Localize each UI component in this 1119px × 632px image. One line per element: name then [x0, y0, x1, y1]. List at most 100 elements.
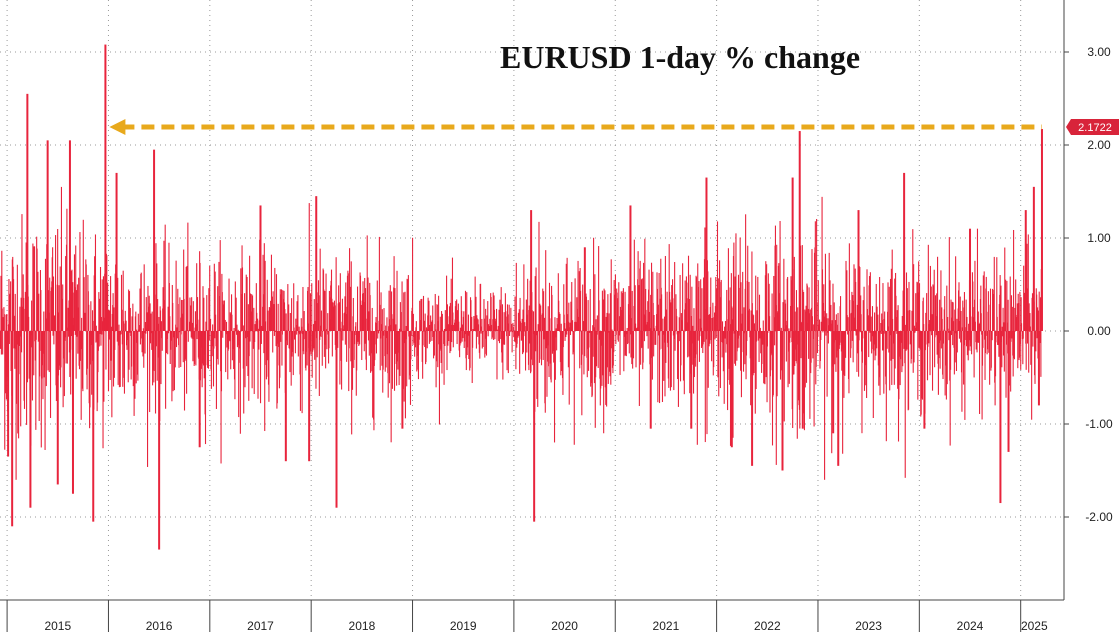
bar: [43, 311, 45, 331]
bar: [1036, 294, 1038, 331]
bar-spike: [46, 140, 49, 331]
bar: [246, 276, 248, 331]
bar: [661, 331, 664, 402]
bar: [469, 331, 471, 368]
bar: [614, 274, 616, 331]
bar: [775, 331, 777, 465]
bar: [155, 243, 157, 331]
bar: [531, 310, 533, 331]
bar: [875, 331, 877, 356]
bar: [518, 331, 520, 336]
bar: [610, 259, 612, 331]
bar: [208, 331, 210, 341]
bar: [137, 313, 139, 331]
bar: [107, 282, 109, 331]
bar: [172, 331, 174, 392]
bar: [664, 316, 666, 331]
bar: [598, 300, 600, 331]
bar: [187, 331, 189, 342]
bar: [456, 299, 458, 331]
bar: [765, 261, 767, 331]
bar: [323, 331, 325, 357]
bar: [632, 331, 634, 369]
bar: [194, 331, 196, 365]
bar: [912, 331, 914, 373]
bar: [91, 310, 94, 331]
bar: [720, 279, 722, 331]
bar: [456, 331, 458, 345]
bar: [123, 321, 125, 331]
bar: [826, 331, 829, 333]
bar: [934, 331, 936, 368]
bar: [451, 257, 454, 331]
bar: [10, 331, 12, 372]
bar: [8, 278, 10, 331]
bar: [438, 331, 440, 425]
bar: [274, 267, 276, 331]
bar: [723, 331, 725, 404]
bar: [1009, 331, 1011, 339]
bar: [677, 331, 679, 407]
bar: [55, 235, 57, 331]
bar: [196, 297, 199, 331]
bar-spike: [259, 205, 262, 331]
bar: [855, 281, 857, 331]
bar: [841, 331, 843, 371]
bar: [225, 331, 227, 373]
bar: [230, 331, 232, 370]
bar: [303, 331, 305, 355]
bar: [895, 295, 897, 331]
bar: [901, 316, 903, 331]
bar: [619, 316, 621, 331]
bar: [90, 301, 92, 331]
bar: [794, 331, 796, 366]
bar-spike: [92, 331, 95, 522]
bar: [179, 317, 181, 331]
bar: [376, 280, 378, 331]
bar: [910, 331, 913, 359]
bar: [380, 292, 382, 331]
bar: [496, 331, 498, 380]
bar: [86, 331, 89, 369]
bar: [112, 331, 115, 387]
bar: [491, 331, 493, 338]
bar: [669, 331, 671, 391]
bar: [735, 331, 737, 366]
bar: [149, 331, 151, 413]
bar: [405, 331, 407, 340]
bar: [797, 307, 799, 331]
bar: [480, 283, 482, 331]
bar: [28, 316, 30, 331]
bar: [5, 331, 7, 394]
bar: [977, 311, 979, 331]
bar: [721, 331, 723, 358]
bar: [1031, 293, 1034, 331]
bar: [176, 331, 178, 339]
bar: [196, 263, 198, 331]
bar: [808, 287, 810, 331]
bar: [984, 331, 986, 380]
bar: [707, 271, 709, 331]
bar: [623, 331, 625, 356]
bar: [580, 330, 582, 331]
bar: [808, 313, 811, 331]
bar: [908, 281, 910, 331]
bar: [32, 246, 34, 331]
bar: [976, 228, 979, 331]
bar: [501, 304, 503, 331]
bar: [263, 243, 265, 331]
bar: [948, 331, 950, 341]
bar: [639, 260, 641, 331]
bar: [966, 331, 968, 347]
bar: [1012, 331, 1014, 377]
bar: [522, 309, 524, 331]
bar: [448, 306, 451, 331]
bar: [939, 331, 941, 369]
bar: [973, 317, 975, 331]
bar: [475, 296, 477, 331]
bar: [759, 327, 761, 331]
bar: [35, 331, 37, 340]
bar: [1025, 331, 1027, 370]
bar: [385, 325, 387, 331]
bar: [642, 331, 644, 363]
